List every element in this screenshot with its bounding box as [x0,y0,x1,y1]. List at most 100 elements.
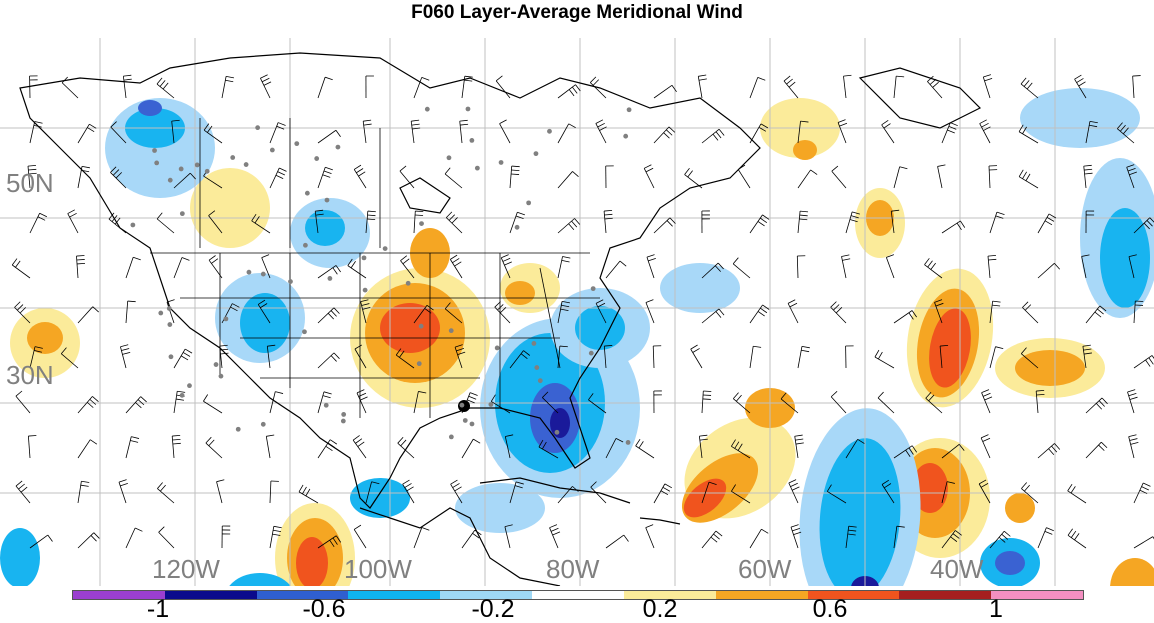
barb-flag [469,396,476,399]
barb-flag [1004,531,1010,536]
barb-shaft [886,257,894,278]
barb-shaft [927,82,942,98]
barb-flag [551,528,558,531]
barb-shaft [606,535,624,548]
station-dot [288,279,293,284]
wind-barb [172,435,181,458]
barb-flag [800,211,808,212]
barb-flag [274,526,282,527]
barb-flag [838,120,845,123]
barb-shaft [750,346,753,368]
colorbar-tick-0-6: 0.6 [813,596,848,622]
station-dot [305,191,310,196]
wind-barb [126,437,139,458]
wind-barb [126,528,142,548]
station-dot [623,134,628,139]
wind-barb [983,75,992,98]
wind-barb [206,437,222,458]
wind-barb [260,75,271,98]
barb-flag [511,174,519,175]
barb-flag [666,130,672,135]
lon-label-40w: 40W [930,556,983,582]
contour-blob [0,528,40,586]
wind-barb [1038,443,1060,458]
barb-shaft [646,528,654,548]
barb-flag [278,172,285,175]
barb-flag [938,165,946,167]
barb-flag [685,168,690,174]
barb-flag [358,442,364,447]
barb-shaft [980,124,990,143]
barb-flag [1095,312,1101,317]
contour-blob [660,263,740,313]
station-dot [336,145,341,150]
wind-barb [363,120,371,143]
wind-barb [702,531,722,548]
barb-shaft [400,171,414,188]
wind-barb [1019,170,1038,188]
barb-flag [353,435,359,440]
wind-barb [691,345,702,368]
wind-barb [738,165,750,188]
barb-flag [121,349,129,351]
wind-barb [445,168,462,188]
contour-blob [138,100,162,116]
barb-flag [38,217,45,221]
wind-barb [78,124,96,143]
station-dot [526,200,531,205]
station-dot [362,255,367,260]
barb-flag [1075,75,1082,79]
barb-flag [639,441,643,448]
wind-barb [798,170,817,188]
colorbar-segment [532,591,624,599]
barb-shaft [318,130,336,143]
barb-shaft [702,391,703,413]
barb-flag [1085,173,1093,174]
barb-shaft [414,527,422,548]
station-dot [495,346,500,351]
barb-flag [716,132,721,138]
barb-flag [412,124,420,125]
barb-flag [264,82,271,85]
contour-blob [505,281,535,305]
barb-flag [446,212,452,218]
station-dot [219,374,224,379]
barb-flag [90,440,97,444]
wind-barb [1038,214,1056,233]
station-dot [179,167,184,172]
barb-flag [844,75,852,76]
wind-barb [831,302,846,323]
barb-flag [572,87,577,93]
wind-barb [203,394,222,413]
barb-shaft [604,211,606,233]
barb-shaft [270,168,279,188]
lon-label-120w: 120W [152,556,220,582]
wind-barb [733,258,750,278]
barb-flag [789,480,796,483]
wind-barb [798,346,810,368]
wind-barb [846,346,854,368]
wind-barb [462,439,480,458]
barb-flag [596,120,603,124]
barb-flag [1046,528,1053,531]
barb-flag [716,312,721,318]
station-dot [363,288,368,293]
barb-shaft [510,212,517,233]
barb-shaft [16,486,30,503]
station-dot [447,155,452,160]
barb-shaft [318,440,330,458]
wind-barb [157,78,174,98]
wind-barb [875,350,894,368]
wind-barb [1022,302,1038,323]
barb-flag [788,300,795,304]
station-dot [470,422,475,427]
station-dot [591,286,596,291]
barb-flag [1101,442,1107,448]
barb-shaft [738,169,750,188]
station-dot [515,225,520,230]
barb-flag [512,166,520,167]
barb-shaft [174,391,177,413]
barb-flag [77,263,85,264]
station-dot [419,324,424,329]
barb-flag [997,212,1005,215]
